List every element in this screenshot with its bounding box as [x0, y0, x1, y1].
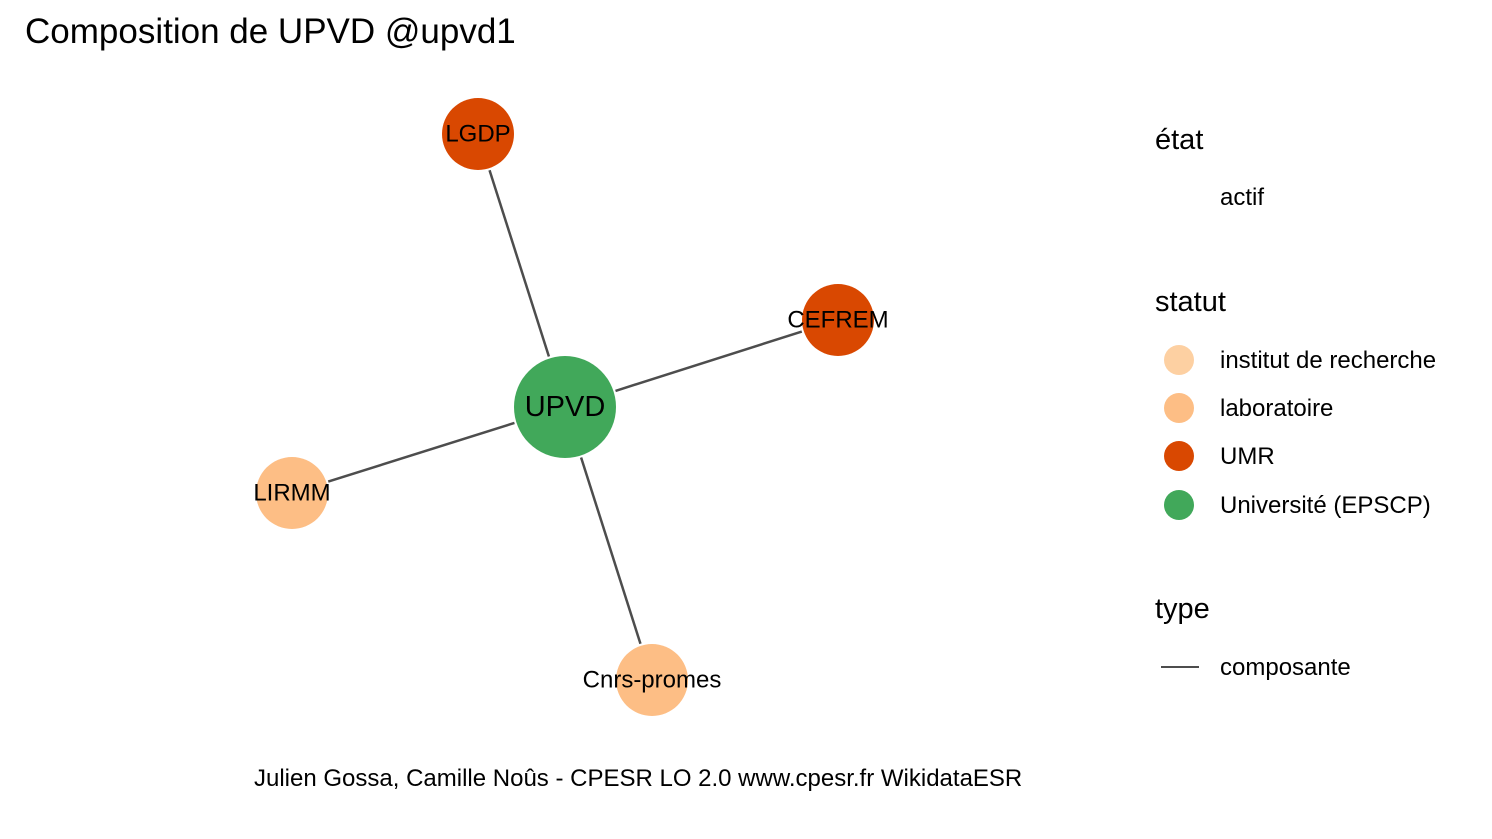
legend-item-universite: Université (EPSCP): [1155, 485, 1485, 525]
legend-swatch-circle-icon: [1164, 490, 1194, 520]
node-label-cefrem: CEFREM: [787, 307, 888, 334]
node-lgdp: [442, 98, 514, 170]
node-lirmm: [256, 457, 328, 529]
legend-item-institut-de-recherche: institut de recherche: [1155, 340, 1485, 380]
legend-label-laboratoire: laboratoire: [1220, 395, 1334, 422]
chart-title: Composition de UPVD @upvd1: [25, 12, 516, 51]
node-cefrem: [802, 284, 874, 356]
node-label-cnrs-promes: Cnrs-promes: [583, 667, 722, 694]
legend-swatch-circle-icon: [1164, 393, 1194, 423]
legend-item-umr: UMR: [1155, 436, 1485, 476]
edge-upvd-cefrem: [615, 330, 803, 393]
edge-upvd-lgdp: [488, 169, 551, 357]
legend-item-actif: actif: [1155, 177, 1485, 217]
node-label-upvd: UPVD: [525, 391, 606, 423]
legend-line-icon: [1161, 666, 1199, 668]
legend-item-laboratoire: laboratoire: [1155, 388, 1485, 428]
edge-upvd-lirmm: [327, 421, 515, 483]
nodes-layer: UPVD LGDP CEFREM LIRMM Cnrs-promes: [253, 98, 889, 716]
network-graph: UPVD LGDP CEFREM LIRMM Cnrs-promes: [253, 98, 889, 716]
edge-upvd-cnrs-promes: [579, 457, 642, 645]
legend-label-umr: UMR: [1220, 443, 1275, 470]
node-label-lirmm: LIRMM: [253, 480, 330, 507]
legend-item-composante: composante: [1155, 647, 1485, 687]
legend-label-actif: actif: [1220, 184, 1265, 211]
node-upvd: [514, 356, 616, 458]
legend-swatch-circle-icon: [1164, 345, 1194, 375]
legend-swatch-circle-icon: [1164, 441, 1194, 471]
legend-label-institut-de-recherche: institut de recherche: [1220, 347, 1437, 374]
node-cnrs-promes: [616, 644, 688, 716]
legend-label-composante: composante: [1220, 654, 1351, 681]
edges-layer: [327, 169, 803, 645]
legend-title-type: type: [1155, 593, 1210, 625]
caption: Julien Gossa, Camille Noûs - CPESR LO 2.…: [254, 765, 1023, 792]
legend: état actif statut institut de recherche …: [1155, 0, 1492, 839]
node-label-lgdp: LGDP: [445, 121, 510, 148]
legend-label-universite: Université (EPSCP): [1220, 492, 1431, 519]
legend-title-etat: état: [1155, 124, 1204, 156]
legend-title-statut: statut: [1155, 286, 1226, 318]
